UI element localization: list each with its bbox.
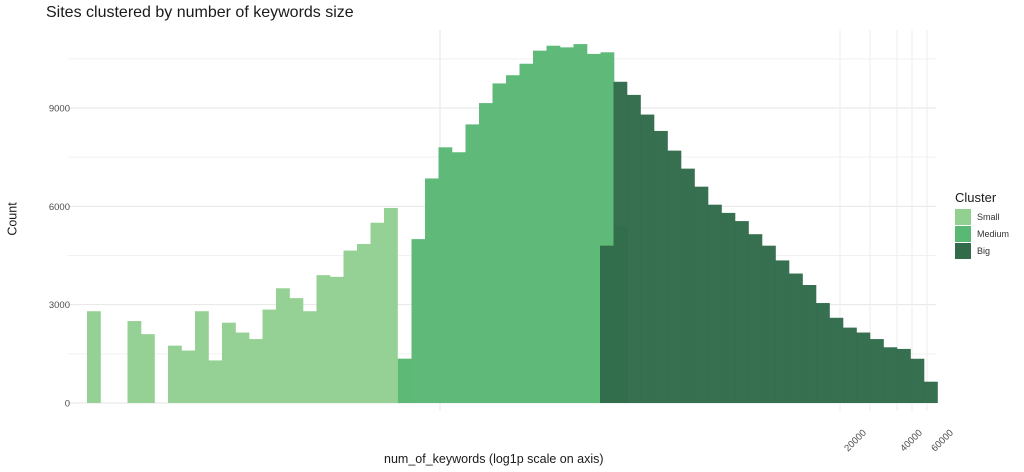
bar-medium bbox=[452, 152, 466, 403]
bar-big bbox=[640, 114, 655, 403]
bar-medium bbox=[506, 75, 520, 403]
bar-big bbox=[775, 260, 790, 403]
bar-medium bbox=[519, 63, 534, 403]
bar-big bbox=[856, 332, 871, 403]
bar-small bbox=[87, 311, 101, 403]
bar-big bbox=[829, 317, 844, 403]
bar-medium bbox=[411, 239, 426, 403]
bar-big bbox=[748, 234, 763, 403]
bar-medium bbox=[533, 50, 547, 403]
legend-swatch-small bbox=[955, 208, 971, 225]
x-tick-label: 20000 bbox=[842, 428, 868, 454]
bar-small bbox=[357, 244, 371, 403]
legend-title: Cluster bbox=[955, 190, 997, 205]
legend-label-big: Big bbox=[977, 245, 991, 256]
x-axis-label: num_of_keywords (log1p scale on axis) bbox=[384, 452, 604, 466]
bar-small bbox=[249, 339, 263, 403]
y-axis-label: Count bbox=[5, 202, 20, 236]
bar-small bbox=[262, 309, 277, 403]
bar-big bbox=[762, 245, 776, 403]
legend: Cluster Small Medium Big bbox=[955, 190, 1009, 259]
bar-big bbox=[802, 285, 817, 403]
bar-small bbox=[303, 311, 317, 403]
bar-big bbox=[694, 186, 709, 403]
bar-big bbox=[870, 339, 884, 403]
bar-big bbox=[708, 204, 722, 403]
bar-big bbox=[667, 150, 682, 403]
bar-big bbox=[843, 327, 857, 403]
bar-small bbox=[127, 321, 142, 403]
bar-big bbox=[910, 358, 925, 403]
bar-small bbox=[316, 275, 331, 403]
bar-medium bbox=[479, 103, 493, 403]
bar-small bbox=[195, 311, 209, 403]
bar-medium bbox=[587, 53, 601, 404]
y-tick-label: 0 bbox=[65, 399, 70, 410]
legend-item-medium: Medium bbox=[955, 225, 1009, 242]
bar-small bbox=[370, 222, 385, 403]
y-tick-label: 6000 bbox=[49, 202, 70, 213]
bar-big bbox=[721, 212, 736, 403]
bar-small bbox=[276, 288, 290, 403]
bar-medium bbox=[398, 358, 412, 403]
bar-big bbox=[613, 81, 628, 403]
chart-title: Sites clustered by number of keywords si… bbox=[46, 4, 354, 21]
bar-big bbox=[735, 221, 749, 403]
bar-medium bbox=[425, 178, 439, 403]
legend-item-big: Big bbox=[955, 242, 1009, 259]
x-tick-label: 60000 bbox=[929, 428, 955, 454]
bar-small bbox=[168, 345, 182, 403]
bar-medium bbox=[438, 147, 453, 403]
bar-small bbox=[343, 250, 358, 403]
bar-big bbox=[897, 348, 911, 403]
legend-swatch-big bbox=[955, 242, 971, 259]
y-tick-label: 9000 bbox=[49, 104, 70, 115]
bar-medium bbox=[573, 44, 588, 403]
bar-big bbox=[627, 94, 641, 403]
bar-big bbox=[600, 245, 614, 403]
bar-big bbox=[816, 303, 830, 403]
bar-small bbox=[384, 207, 398, 403]
bar-medium bbox=[465, 124, 480, 403]
bar-medium bbox=[492, 83, 507, 404]
legend-label-small: Small bbox=[977, 211, 1000, 222]
bar-small bbox=[181, 350, 196, 403]
bar-medium bbox=[546, 45, 561, 403]
bar-small bbox=[330, 276, 344, 403]
bar-big bbox=[924, 381, 938, 403]
x-tick-label: 40000 bbox=[898, 428, 924, 454]
legend-item-small: Small bbox=[955, 208, 1009, 225]
bar-small bbox=[222, 322, 236, 403]
legend-swatch-medium bbox=[955, 225, 971, 242]
y-tick-label: 3000 bbox=[49, 300, 70, 311]
bar-big bbox=[681, 168, 695, 403]
bar-medium bbox=[560, 47, 574, 404]
bar-small bbox=[235, 332, 250, 403]
bar-small bbox=[141, 334, 155, 403]
legend-label-medium: Medium bbox=[977, 228, 1010, 239]
bar-small bbox=[289, 298, 304, 403]
bar-big bbox=[654, 130, 668, 403]
bar-big bbox=[789, 273, 803, 403]
bar-big bbox=[883, 347, 898, 403]
bar-small bbox=[208, 360, 223, 403]
